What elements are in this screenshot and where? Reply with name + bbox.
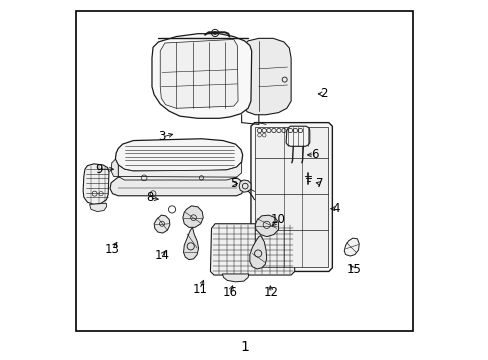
Text: 16: 16 — [222, 287, 237, 300]
Polygon shape — [111, 159, 118, 176]
Polygon shape — [250, 123, 332, 271]
Polygon shape — [222, 274, 248, 282]
Polygon shape — [115, 139, 242, 171]
Text: 5: 5 — [229, 177, 237, 190]
Text: 2: 2 — [319, 87, 326, 100]
Polygon shape — [255, 215, 278, 237]
Polygon shape — [210, 224, 294, 275]
Text: 9: 9 — [95, 163, 103, 176]
Text: 1: 1 — [240, 340, 248, 354]
Text: 3: 3 — [158, 130, 165, 144]
Polygon shape — [160, 40, 238, 108]
Text: 8: 8 — [145, 192, 153, 204]
Bar — [76, 12, 412, 330]
Polygon shape — [152, 34, 251, 118]
Text: 7: 7 — [315, 177, 323, 190]
Text: 15: 15 — [346, 263, 361, 276]
Polygon shape — [183, 227, 198, 260]
Polygon shape — [183, 206, 203, 227]
Polygon shape — [344, 238, 359, 256]
Text: 14: 14 — [154, 249, 169, 262]
Text: 13: 13 — [104, 243, 119, 256]
Text: 6: 6 — [310, 148, 318, 161]
Text: 10: 10 — [270, 213, 285, 226]
Polygon shape — [118, 162, 241, 180]
Text: 11: 11 — [192, 283, 207, 296]
Polygon shape — [110, 177, 244, 196]
Text: 4: 4 — [331, 202, 339, 215]
Polygon shape — [239, 180, 250, 192]
Text: 12: 12 — [264, 287, 278, 300]
Polygon shape — [255, 127, 327, 267]
Polygon shape — [83, 164, 109, 204]
Polygon shape — [285, 126, 309, 146]
Polygon shape — [154, 215, 169, 233]
Circle shape — [213, 32, 216, 35]
Polygon shape — [249, 235, 266, 269]
Polygon shape — [89, 203, 106, 212]
Polygon shape — [241, 39, 290, 115]
